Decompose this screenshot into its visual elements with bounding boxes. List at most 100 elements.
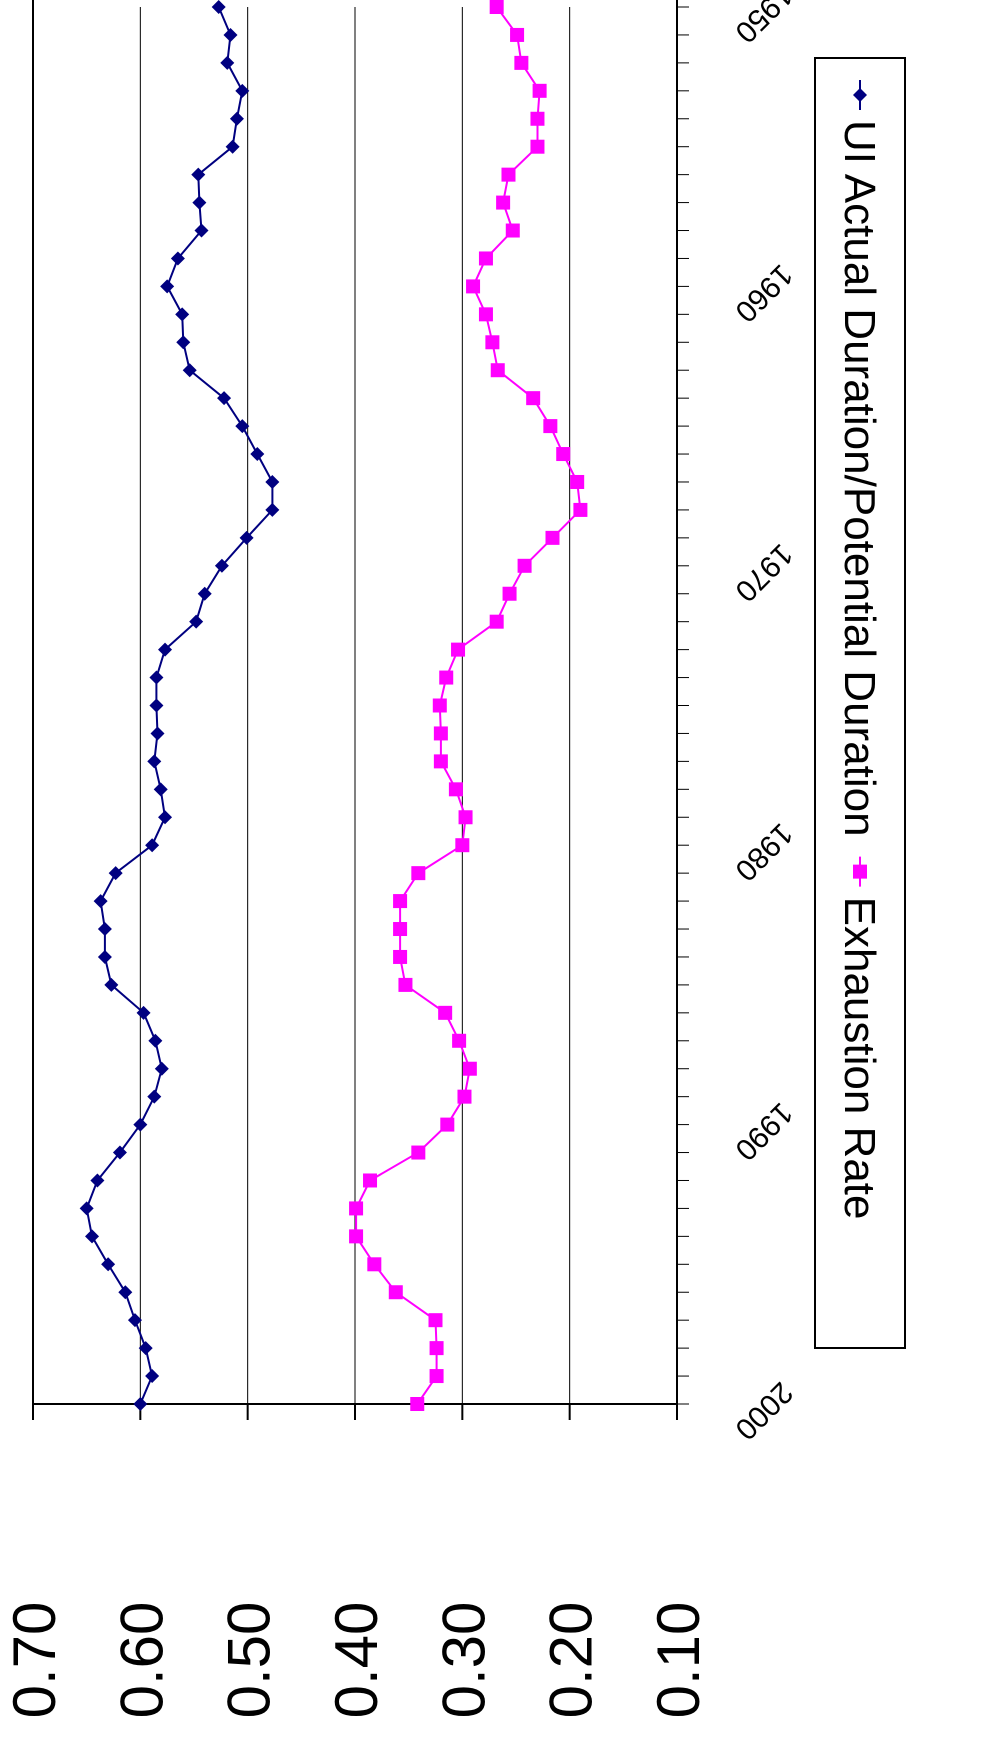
data-point [85, 1229, 100, 1244]
data-point [154, 1061, 169, 1076]
data-point [530, 111, 545, 126]
data-point [393, 894, 408, 909]
data-point [478, 251, 493, 266]
data-point [112, 1145, 127, 1160]
data-point [149, 698, 164, 713]
data-point [182, 363, 197, 378]
data-point [489, 0, 504, 14]
y-tick-label: 0.70 [1, 1602, 68, 1719]
data-point [217, 391, 232, 406]
data-point [211, 0, 226, 14]
data-point [514, 55, 529, 70]
data-point [225, 139, 240, 154]
data-point [136, 1005, 151, 1020]
data-point [127, 1313, 142, 1328]
data-point [104, 977, 119, 992]
axes [32, 0, 678, 1420]
data-point [439, 670, 454, 685]
data-point [235, 419, 250, 434]
data-point [194, 223, 209, 238]
data-point [235, 83, 250, 98]
data-point [265, 502, 280, 517]
data-point [79, 1201, 94, 1216]
data-point [570, 474, 585, 489]
data-point [505, 223, 520, 238]
y-axis-labels: 0.70 0.60 0.50 0.40 0.30 0.20 0.10 [1, 1602, 712, 1719]
data-point [101, 1257, 116, 1272]
data-point [349, 1229, 364, 1244]
data-point [176, 335, 191, 350]
data-point [175, 307, 190, 322]
series-2 [349, 0, 588, 1411]
data-point [478, 307, 493, 322]
data-point [367, 1257, 382, 1272]
data-point [170, 251, 185, 266]
data-point [147, 1089, 162, 1104]
data-point [530, 139, 545, 154]
data-point [543, 419, 558, 434]
data-point [532, 83, 547, 98]
data-point [148, 1033, 163, 1048]
y-tick-label: 0.20 [538, 1602, 605, 1719]
y-tick-label: 0.10 [645, 1602, 712, 1719]
legend-label: UI Actual Duration/Potential Duration [835, 120, 884, 837]
data-point [223, 27, 238, 42]
data-point [93, 894, 108, 909]
data-point [97, 922, 112, 937]
data-point [485, 335, 500, 350]
y-tick-label: 0.40 [323, 1602, 390, 1719]
data-point [501, 167, 516, 182]
data-point [502, 586, 517, 601]
data-point [214, 558, 229, 573]
data-point [457, 1089, 472, 1104]
data-point [510, 27, 525, 42]
data-point [517, 558, 532, 573]
data-point [160, 279, 175, 294]
data-point [452, 1033, 467, 1048]
legend-box [814, 57, 906, 1349]
data-point [462, 1061, 477, 1076]
data-point [393, 949, 408, 964]
data-point [496, 195, 511, 210]
data-point [388, 1285, 403, 1300]
data-point [149, 670, 164, 685]
data-point [428, 1313, 443, 1328]
gridlines [139, 7, 571, 1404]
data-point [526, 391, 541, 406]
legend: UI Actual Duration/Potential Duration Exh… [814, 57, 906, 1349]
data-point [147, 754, 162, 769]
data-point [458, 810, 473, 825]
y-tick-label: 0.60 [108, 1602, 175, 1719]
data-point [349, 1201, 364, 1216]
data-point [490, 363, 505, 378]
data-point [432, 698, 447, 713]
data-point [192, 195, 207, 210]
data-point [556, 447, 571, 462]
y-tick-label: 0.50 [216, 1602, 283, 1719]
data-point [150, 726, 165, 741]
data-point [438, 1005, 453, 1020]
data-point [451, 642, 466, 657]
data-point [189, 614, 204, 629]
data-point [108, 866, 123, 881]
data-point [545, 530, 560, 545]
legend-label: Exhaustion Rate [835, 897, 884, 1220]
data-point [411, 1145, 426, 1160]
data-point [433, 726, 448, 741]
legend-marker [853, 864, 867, 879]
data-point [398, 977, 413, 992]
data-point [133, 1397, 148, 1411]
data-point [363, 1173, 378, 1188]
data-point [191, 167, 206, 182]
data-point [489, 614, 504, 629]
data-point [220, 55, 235, 70]
data-point [411, 866, 426, 881]
data-point [573, 502, 588, 517]
data-point [153, 782, 168, 797]
data-point [229, 111, 244, 126]
data-point [265, 474, 280, 489]
data-point [455, 838, 470, 853]
data-point [239, 530, 254, 545]
data-point [429, 1341, 444, 1356]
